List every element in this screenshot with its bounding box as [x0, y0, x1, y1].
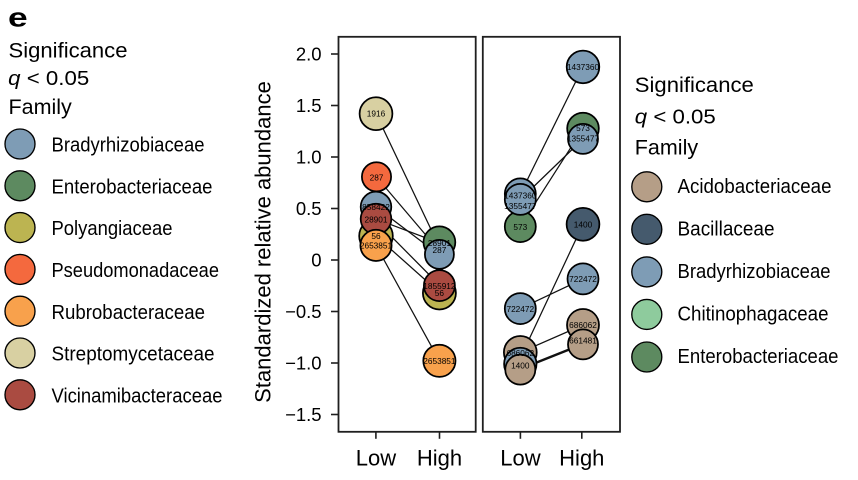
- svg-text:686062: 686062: [506, 348, 534, 358]
- svg-text:Standardized relative abundanc: Standardized relative abundance: [251, 81, 276, 403]
- svg-text:q < 0.05: q < 0.05: [8, 68, 89, 90]
- svg-text:0.5: 0.5: [296, 198, 322, 219]
- svg-text:−1.0: −1.0: [285, 353, 322, 374]
- svg-text:Streptomycetaceae: Streptomycetaceae: [52, 343, 215, 366]
- svg-text:1916: 1916: [367, 109, 386, 119]
- svg-text:287: 287: [432, 245, 446, 255]
- svg-text:1400: 1400: [574, 219, 593, 229]
- svg-text:0: 0: [311, 250, 321, 271]
- svg-text:661481: 661481: [569, 336, 597, 346]
- svg-text:1.0: 1.0: [296, 147, 322, 168]
- svg-text:722472: 722472: [506, 304, 534, 314]
- svg-text:1437360: 1437360: [504, 191, 537, 201]
- svg-text:Significance: Significance: [9, 39, 128, 63]
- svg-text:Acidobacteriaceae: Acidobacteriaceae: [678, 175, 832, 198]
- svg-text:28901: 28901: [428, 238, 451, 248]
- svg-text:Chitinophagaceae: Chitinophagaceae: [678, 302, 829, 325]
- svg-text:Polyangiaceae: Polyangiaceae: [52, 217, 173, 240]
- svg-text:−0.5: −0.5: [285, 301, 322, 322]
- svg-text:2653851: 2653851: [360, 241, 393, 251]
- svg-text:2653851: 2653851: [423, 356, 456, 366]
- svg-text:28901: 28901: [364, 215, 387, 225]
- svg-text:56: 56: [435, 288, 445, 298]
- svg-text:Bradyrhizobiaceae: Bradyrhizobiaceae: [52, 134, 205, 157]
- svg-text:1355477: 1355477: [504, 201, 537, 211]
- svg-text:1.5: 1.5: [296, 95, 322, 116]
- svg-text:1855912: 1855912: [423, 281, 456, 291]
- svg-text:287: 287: [370, 173, 384, 183]
- svg-text:Enterobacteriaceae: Enterobacteriaceae: [52, 175, 213, 198]
- svg-text:Low: Low: [500, 446, 540, 471]
- svg-text:573: 573: [513, 222, 527, 232]
- svg-text:High: High: [559, 446, 604, 471]
- svg-text:Rubrobacteraceae: Rubrobacteraceae: [52, 301, 206, 324]
- svg-text:573: 573: [576, 123, 590, 133]
- svg-text:56: 56: [371, 231, 381, 241]
- svg-text:Enterobacteriaceae: Enterobacteriaceae: [678, 345, 839, 368]
- svg-text:686062: 686062: [569, 320, 597, 330]
- svg-text:q < 0.05: q < 0.05: [635, 107, 716, 129]
- svg-text:Vicinamibacteraceae: Vicinamibacteraceae: [52, 384, 223, 407]
- svg-text:Bradyrhizobiaceae: Bradyrhizobiaceae: [678, 260, 831, 283]
- svg-text:Low: Low: [356, 446, 396, 471]
- svg-text:−1.5: −1.5: [285, 404, 322, 425]
- svg-text:Significance: Significance: [635, 73, 754, 97]
- svg-text:Family: Family: [9, 95, 73, 119]
- svg-text:1355477: 1355477: [567, 134, 600, 144]
- svg-text:Pseudomonadaceae: Pseudomonadaceae: [52, 259, 220, 282]
- svg-text:1437360: 1437360: [567, 62, 600, 72]
- svg-text:Family: Family: [635, 135, 699, 159]
- svg-text:Bacillaceae: Bacillaceae: [678, 217, 775, 240]
- svg-text:2.0: 2.0: [296, 44, 322, 65]
- svg-text:1400: 1400: [511, 361, 530, 371]
- svg-text:858422: 858422: [362, 202, 390, 212]
- svg-text:722472: 722472: [569, 274, 597, 284]
- svg-text:e: e: [8, 3, 28, 33]
- svg-text:High: High: [417, 446, 462, 471]
